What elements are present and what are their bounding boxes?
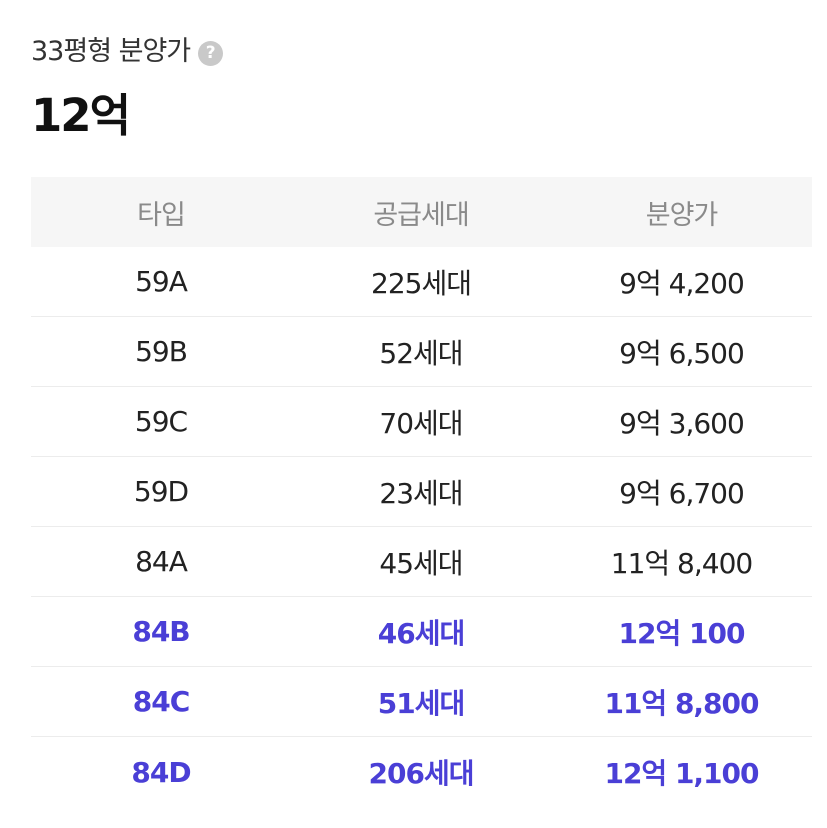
table-row: 84C 51세대 11억 8,800 — [31, 667, 812, 737]
type-cell: 59C — [134, 405, 188, 438]
main-price: 12억 — [31, 89, 131, 142]
type-cell: 59A — [135, 265, 188, 298]
type-cell: 59B — [135, 335, 188, 368]
type-cell: 84A — [135, 545, 188, 578]
column-header-units: 공급세대 — [373, 199, 469, 231]
price-cell: 12억 1,100 — [604, 757, 759, 790]
price-cell: 9억 6,700 — [619, 476, 745, 510]
price-cell: 9억 3,600 — [619, 406, 745, 440]
table-header-row: 타입 공급세대 분양가 — [31, 177, 812, 247]
table-row: 84A 45세대 11억 8,400 — [31, 527, 812, 597]
units-cell: 45세대 — [379, 546, 463, 580]
units-cell: 52세대 — [379, 336, 463, 370]
units-cell: 23세대 — [379, 476, 463, 510]
subtitle-row: 33평형 분양가 ? — [31, 32, 811, 72]
price-header: 33평형 분양가 ? 12억 — [31, 32, 811, 146]
units-cell: 225세대 — [371, 266, 472, 300]
pyeong-subtitle: 33평형 분양가 — [31, 36, 191, 67]
price-cell: 9억 4,200 — [619, 266, 745, 300]
type-cell: 84B — [132, 615, 190, 648]
table-row: 84D 206세대 12억 1,100 — [31, 737, 812, 807]
units-cell: 51세대 — [377, 686, 466, 720]
table-body: 59A 225세대 9억 4,200 59B 52세대 9억 6,500 59C 70세대 9억… — [31, 247, 812, 807]
price-cell: 12억 100 — [618, 616, 746, 650]
price-cell: 11억 8,800 — [604, 686, 759, 720]
type-cell: 84C — [132, 685, 191, 718]
units-cell: 206세대 — [368, 757, 475, 790]
price-cell: 11억 8,400 — [610, 546, 753, 580]
table-row: 59A 225세대 9억 4,200 — [31, 247, 812, 317]
column-header-type: 타입 — [137, 199, 186, 231]
table-row: 59B 52세대 9억 6,500 — [31, 317, 812, 387]
table-row: 84B 46세대 12억 100 — [31, 597, 812, 667]
table-row: 59C 70세대 9억 3,600 — [31, 387, 812, 457]
type-cell: 84D — [131, 755, 191, 789]
units-cell: 70세대 — [379, 406, 463, 440]
table-row: 59D 23세대 9억 6,700 — [31, 457, 812, 527]
price-cell: 9억 6,500 — [619, 336, 745, 370]
units-cell: 46세대 — [377, 616, 466, 650]
column-header-price: 분양가 — [645, 199, 719, 231]
type-cell: 59D — [133, 475, 189, 508]
unit-type-table: 타입 공급세대 분양가 59A 225세대 9억 4,200 59B 52세대 9억 6,… — [31, 177, 812, 807]
help-icon[interactable]: ? — [198, 40, 224, 66]
